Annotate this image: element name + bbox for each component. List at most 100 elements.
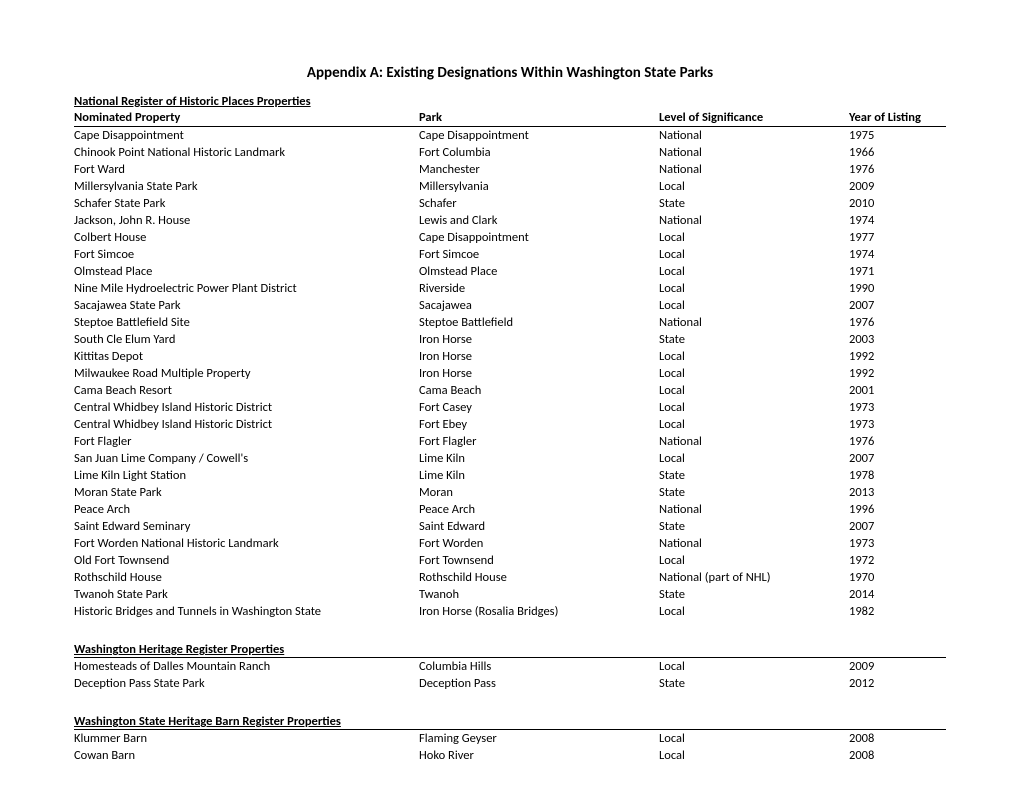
cell-property: Lime Kiln Light Station bbox=[74, 467, 419, 484]
cell-park: Riverside bbox=[419, 280, 659, 297]
cell-property: Nine Mile Hydroelectric Power Plant Dist… bbox=[74, 280, 419, 297]
cell-year: 2010 bbox=[849, 195, 946, 212]
table-row: Historic Bridges and Tunnels in Washingt… bbox=[74, 603, 946, 620]
cell-level: State bbox=[659, 195, 849, 212]
cell-park: Fort Casey bbox=[419, 399, 659, 416]
cell-park: Sacajawea bbox=[419, 297, 659, 314]
cell-year: 1971 bbox=[849, 263, 946, 280]
cell-level: Local bbox=[659, 365, 849, 382]
cell-year: 1982 bbox=[849, 603, 946, 620]
cell-level: Local bbox=[659, 246, 849, 263]
table-row: Twanoh State ParkTwanohState2014 bbox=[74, 586, 946, 603]
section-spacer bbox=[74, 692, 946, 702]
cell-year: 2003 bbox=[849, 331, 946, 348]
cell-park: Cape Disappointment bbox=[419, 229, 659, 246]
col-header-property: Nominated Property bbox=[74, 109, 419, 127]
cell-level: Local bbox=[659, 747, 849, 764]
cell-park: Manchester bbox=[419, 161, 659, 178]
cell-level: Local bbox=[659, 416, 849, 433]
col-header-level: Level of Significance bbox=[659, 109, 849, 127]
cell-park: Cama Beach bbox=[419, 382, 659, 399]
cell-level: Local bbox=[659, 552, 849, 569]
cell-year: 2009 bbox=[849, 658, 946, 676]
cell-park: Hoko River bbox=[419, 747, 659, 764]
table-row: Kittitas DepotIron HorseLocal1992 bbox=[74, 348, 946, 365]
cell-property: Milwaukee Road Multiple Property bbox=[74, 365, 419, 382]
col-header-year: Year of Listing bbox=[849, 109, 946, 127]
cell-property: San Juan Lime Company / Cowell's bbox=[74, 450, 419, 467]
cell-level: National bbox=[659, 314, 849, 331]
table-row: Rothschild HouseRothschild HouseNational… bbox=[74, 569, 946, 586]
cell-property: Peace Arch bbox=[74, 501, 419, 518]
cell-year: 1976 bbox=[849, 433, 946, 450]
cell-property: Fort Ward bbox=[74, 161, 419, 178]
table-row: Fort WardManchesterNational1976 bbox=[74, 161, 946, 178]
cell-property: Cape Disappointment bbox=[74, 127, 419, 145]
cell-park: Fort Worden bbox=[419, 535, 659, 552]
cell-park: Twanoh bbox=[419, 586, 659, 603]
table-row: Central Whidbey Island Historic District… bbox=[74, 399, 946, 416]
cell-year: 1970 bbox=[849, 569, 946, 586]
cell-level: Local bbox=[659, 399, 849, 416]
cell-park: Cape Disappointment bbox=[419, 127, 659, 145]
cell-property: Twanoh State Park bbox=[74, 586, 419, 603]
table-row: Saint Edward SeminarySaint EdwardState20… bbox=[74, 518, 946, 535]
cell-level: Local bbox=[659, 178, 849, 195]
cell-park: Moran bbox=[419, 484, 659, 501]
table-row: Steptoe Battlefield SiteSteptoe Battlefi… bbox=[74, 314, 946, 331]
cell-park: Iron Horse bbox=[419, 348, 659, 365]
cell-year: 2014 bbox=[849, 586, 946, 603]
cell-level: Local bbox=[659, 280, 849, 297]
cell-level: State bbox=[659, 331, 849, 348]
cell-property: Cowan Barn bbox=[74, 747, 419, 764]
cell-level: Local bbox=[659, 382, 849, 399]
table-row: Fort SimcoeFort SimcoeLocal1974 bbox=[74, 246, 946, 263]
table-row: Homesteads of Dalles Mountain RanchColum… bbox=[74, 658, 946, 676]
table-row: Schafer State ParkSchaferState2010 bbox=[74, 195, 946, 212]
cell-park: Columbia Hills bbox=[419, 658, 659, 676]
cell-year: 1966 bbox=[849, 144, 946, 161]
cell-property: Millersylvania State Park bbox=[74, 178, 419, 195]
cell-park: Iron Horse (Rosalia Bridges) bbox=[419, 603, 659, 620]
table-row: Lime Kiln Light StationLime KilnState197… bbox=[74, 467, 946, 484]
cell-property: Fort Simcoe bbox=[74, 246, 419, 263]
table-row: Milwaukee Road Multiple PropertyIron Hor… bbox=[74, 365, 946, 382]
cell-year: 1973 bbox=[849, 535, 946, 552]
page-title: Appendix A: Existing Designations Within… bbox=[74, 64, 946, 82]
cell-property: Fort Flagler bbox=[74, 433, 419, 450]
cell-property: Cama Beach Resort bbox=[74, 382, 419, 399]
cell-level: National bbox=[659, 144, 849, 161]
table-row: Millersylvania State ParkMillersylvaniaL… bbox=[74, 178, 946, 195]
section-spacer bbox=[74, 620, 946, 630]
sections-container: National Register of Historic Places Pro… bbox=[74, 94, 946, 764]
table-row: Fort Worden National Historic LandmarkFo… bbox=[74, 535, 946, 552]
cell-year: 2013 bbox=[849, 484, 946, 501]
table-row: San Juan Lime Company / Cowell'sLime Kil… bbox=[74, 450, 946, 467]
cell-level: State bbox=[659, 484, 849, 501]
cell-level: National (part of NHL) bbox=[659, 569, 849, 586]
cell-park: Lime Kiln bbox=[419, 467, 659, 484]
section-title: Washington State Heritage Barn Register … bbox=[74, 714, 946, 729]
cell-level: Local bbox=[659, 229, 849, 246]
cell-level: National bbox=[659, 535, 849, 552]
cell-park: Fort Simcoe bbox=[419, 246, 659, 263]
properties-table: Nominated PropertyParkLevel of Significa… bbox=[74, 109, 946, 620]
cell-property: Olmstead Place bbox=[74, 263, 419, 280]
table-row: Olmstead PlaceOlmstead PlaceLocal1971 bbox=[74, 263, 946, 280]
cell-year: 2007 bbox=[849, 518, 946, 535]
section-title: National Register of Historic Places Pro… bbox=[74, 94, 946, 109]
cell-park: Schafer bbox=[419, 195, 659, 212]
cell-property: Rothschild House bbox=[74, 569, 419, 586]
cell-park: Iron Horse bbox=[419, 331, 659, 348]
cell-year: 2007 bbox=[849, 297, 946, 314]
cell-property: Old Fort Townsend bbox=[74, 552, 419, 569]
table-row: Sacajawea State ParkSacajaweaLocal2007 bbox=[74, 297, 946, 314]
cell-year: 2008 bbox=[849, 730, 946, 748]
cell-year: 1974 bbox=[849, 212, 946, 229]
table-row: Central Whidbey Island Historic District… bbox=[74, 416, 946, 433]
cell-year: 1976 bbox=[849, 161, 946, 178]
cell-level: Local bbox=[659, 297, 849, 314]
cell-property: Central Whidbey Island Historic District bbox=[74, 416, 419, 433]
cell-year: 1976 bbox=[849, 314, 946, 331]
cell-year: 1978 bbox=[849, 467, 946, 484]
